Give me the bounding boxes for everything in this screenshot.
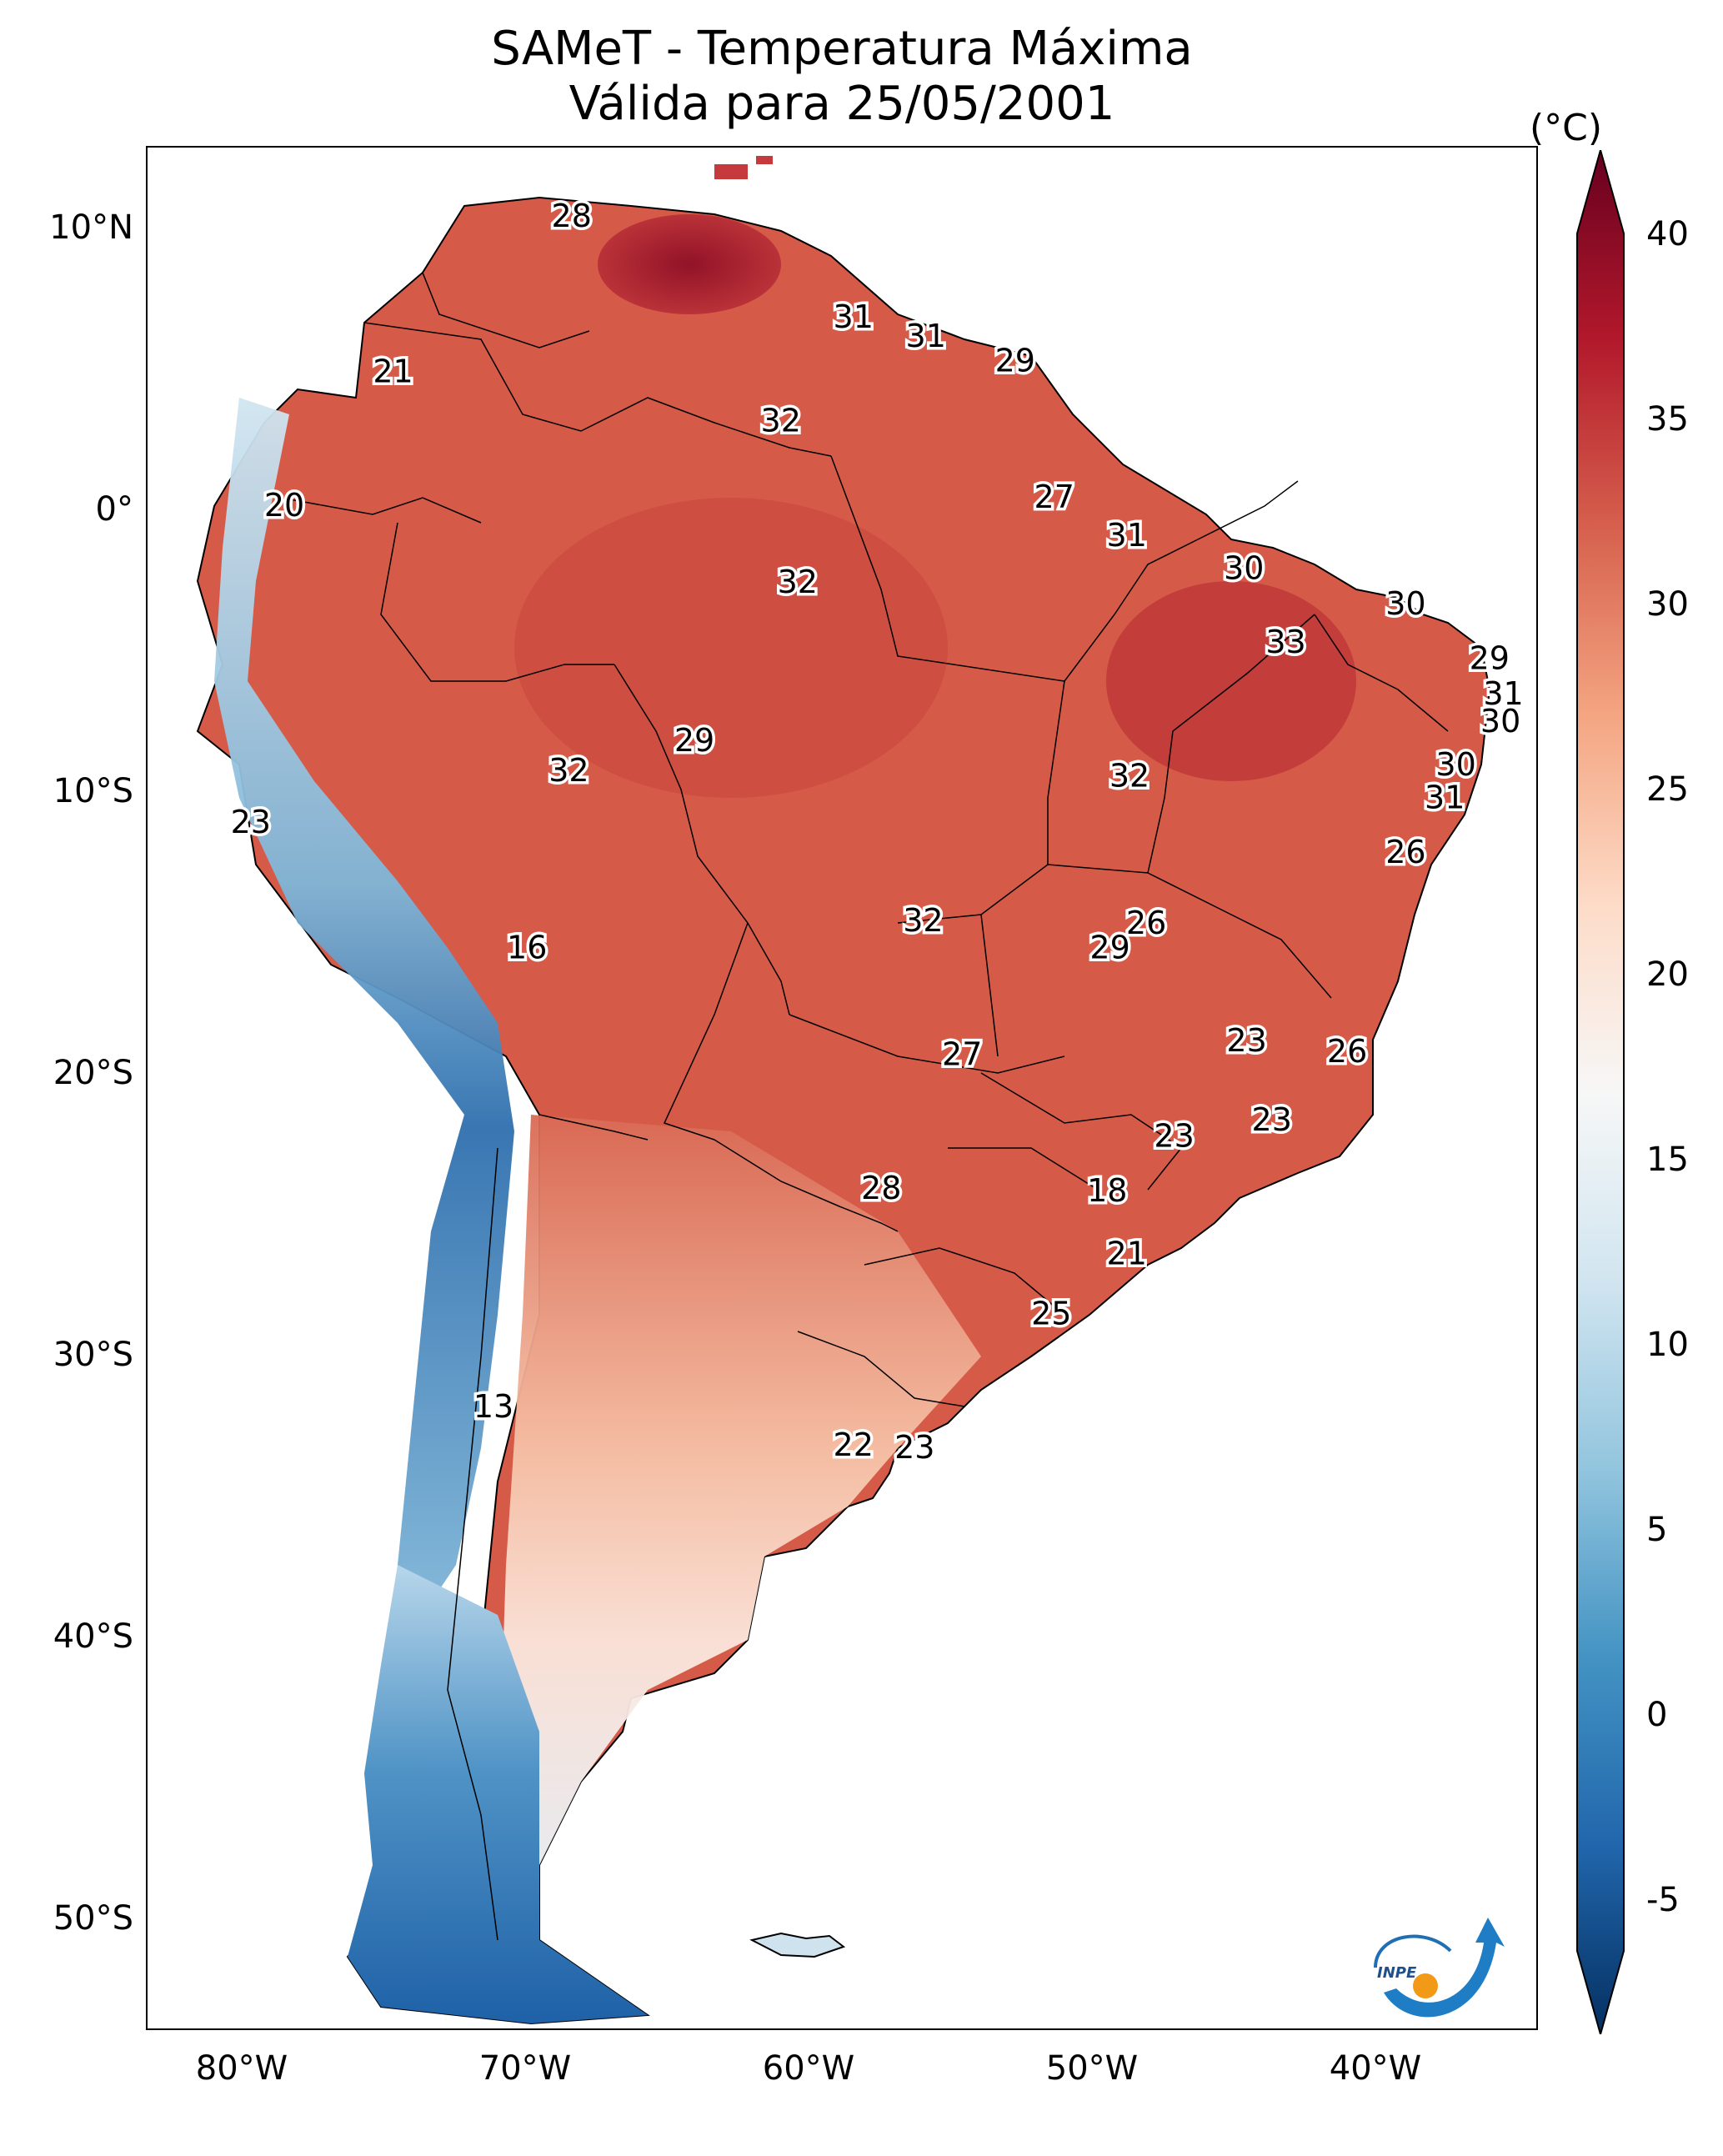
temperature-label: 31	[834, 298, 874, 335]
chart-title: SAMeT - Temperatura Máxima Válida para 2…	[146, 22, 1538, 132]
patagonia-cold-region	[348, 1565, 648, 2023]
temperature-label: 32	[903, 902, 943, 939]
andes-cold-band	[214, 398, 514, 1615]
inpe-logo-svg: INPE	[1374, 1918, 1505, 2018]
temperature-label: 21	[1107, 1236, 1147, 1272]
temperature-label: 23	[1226, 1022, 1266, 1059]
logo-arc	[1384, 1918, 1505, 2018]
temperature-label: 31	[906, 318, 946, 354]
temperature-label: 31	[1425, 780, 1465, 816]
colorbar-tick-label: -5	[1646, 1881, 1680, 1919]
colorbar-tick-label: 40	[1646, 215, 1689, 253]
temperature-label: 26	[1327, 1033, 1367, 1070]
temperature-label: 31	[1483, 675, 1523, 712]
map-panel[interactable]: 28 31 31 29 21 32 20 27 31 30 30 32 33 29 31 30 29 32 32 30…	[146, 146, 1538, 2030]
temperature-label: 22	[834, 1426, 874, 1463]
colorbar-tick-label: 35	[1646, 400, 1689, 439]
temperature-label: 30	[1385, 585, 1425, 622]
lat-tick-label: 10°S	[53, 772, 133, 810]
temperature-label: 29	[674, 722, 714, 759]
falkland-islands	[749, 1932, 846, 1958]
temperature-label: 20	[264, 487, 304, 524]
lat-tick-label: 30°S	[53, 1336, 133, 1374]
temperature-label: 26	[1126, 905, 1166, 941]
colorbar-tick-label: 10	[1646, 1326, 1689, 1364]
temperature-label: 23	[231, 804, 271, 840]
hotspot-amazon	[514, 498, 948, 798]
colorbar-tick-label: 30	[1646, 585, 1689, 624]
temperature-label: 23	[1252, 1101, 1292, 1138]
temperature-label: 28	[861, 1170, 901, 1206]
lon-tick-label: 50°W	[1045, 2049, 1139, 2088]
temperature-label: 30	[1224, 549, 1264, 586]
colorbar-svg	[1576, 147, 1625, 2038]
colorbar-unit: (°C)	[1530, 107, 1603, 149]
temperature-label: 29	[1089, 930, 1129, 966]
temperature-label: 23	[894, 1429, 934, 1466]
colorbar	[1575, 147, 1625, 2038]
lat-tick-label: 20°S	[53, 1054, 133, 1092]
logo-swoosh	[1374, 1934, 1452, 1968]
colorbar-tick-label: 5	[1646, 1511, 1668, 1549]
temperature-label: 27	[942, 1035, 982, 1072]
colorbar-tick-label: 0	[1646, 1696, 1668, 1734]
temperature-label: 18	[1087, 1172, 1127, 1209]
colorbar-tick-label: 15	[1646, 1141, 1689, 1179]
temperature-label: 32	[761, 403, 801, 439]
colorbar-body	[1576, 147, 1625, 2038]
colorbar-tick-label: 25	[1646, 770, 1689, 809]
temperature-label: 29	[995, 343, 1035, 379]
temperature-label: 25	[1031, 1296, 1071, 1332]
title-line-2: Válida para 25/05/2001	[568, 77, 1115, 131]
temperature-label: 16	[507, 930, 547, 966]
lon-tick-label: 60°W	[762, 2049, 855, 2088]
temperature-label: 26	[1385, 834, 1425, 870]
lon-tick-label: 70°W	[478, 2049, 572, 2088]
title-line-1: SAMeT - Temperatura Máxima	[491, 22, 1193, 76]
lon-tick-label: 80°W	[195, 2049, 288, 2088]
lat-tick-label: 10°N	[49, 208, 133, 247]
temperature-label: 29	[1470, 640, 1510, 677]
lat-tick-label: 0°	[95, 490, 133, 529]
lat-tick-label: 40°S	[53, 1617, 133, 1656]
temperature-label: 23	[1154, 1118, 1194, 1155]
colorbar-tick-label: 20	[1646, 955, 1689, 994]
temperature-label: 33	[1265, 624, 1305, 660]
lat-tick-label: 50°S	[53, 1899, 133, 1938]
temperature-label: 30	[1480, 703, 1520, 740]
temperature-label: 28	[552, 198, 592, 234]
temperature-label: 30	[1435, 746, 1475, 783]
southern-cone-shading	[498, 1115, 981, 1865]
caribbean-island	[714, 164, 748, 179]
hotspot-venezuela	[598, 214, 781, 314]
logo-text: INPE	[1377, 1964, 1417, 1982]
lon-tick-label: 40°W	[1329, 2049, 1422, 2088]
temperature-label: 32	[778, 564, 818, 600]
inpe-logo: INPE	[1359, 1909, 1509, 2029]
temperature-label: 32	[548, 752, 589, 789]
temperature-label: 13	[473, 1388, 513, 1425]
temperature-label: 31	[1107, 517, 1147, 554]
temperature-label: 21	[373, 353, 413, 390]
temperature-label: 32	[1109, 757, 1150, 794]
caribbean-island	[756, 156, 773, 164]
temperature-label: 27	[1034, 479, 1074, 515]
logo-sun	[1413, 1973, 1438, 1998]
country-borders	[280, 272, 1449, 1941]
hotspot-northeast	[1106, 581, 1356, 781]
